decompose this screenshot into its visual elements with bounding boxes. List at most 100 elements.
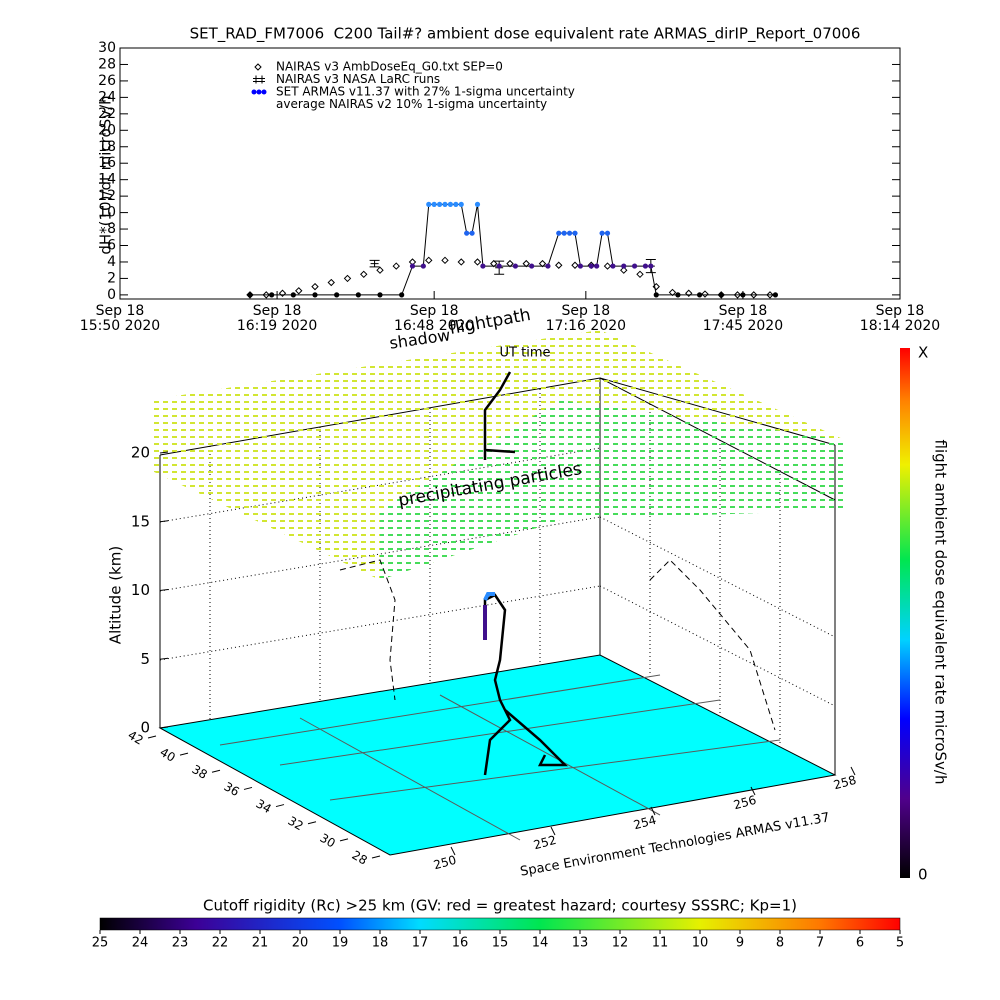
data-point xyxy=(343,274,352,283)
x-tick-label: 256 xyxy=(732,793,758,812)
data-point xyxy=(636,270,644,279)
flight-path xyxy=(483,371,569,776)
data-point xyxy=(474,201,481,207)
data-point xyxy=(425,256,433,265)
data-point xyxy=(545,263,551,269)
x-tick-label: 250 xyxy=(432,853,458,872)
data-point xyxy=(262,291,270,299)
data-point xyxy=(469,230,475,236)
data-point xyxy=(766,291,774,299)
y-tick xyxy=(211,769,221,773)
y-tick-label: 32 xyxy=(286,814,306,834)
data-point xyxy=(278,289,287,297)
data-point xyxy=(653,292,659,298)
y-tick xyxy=(147,735,157,739)
x-tick xyxy=(850,766,856,776)
y-tick-label: 34 xyxy=(254,796,274,816)
colorbar-tick-label: 5 xyxy=(896,936,904,951)
z-tick-label: 5 xyxy=(140,650,150,668)
flight-path xyxy=(483,592,495,601)
data-point xyxy=(740,292,746,298)
x-tick-label: Sep 18 15:50 2020 xyxy=(79,303,161,334)
data-point xyxy=(522,259,530,268)
colorbar-tick-label: 20 xyxy=(292,936,309,951)
y-tick-label: 26 xyxy=(98,73,116,89)
data-point xyxy=(588,263,594,269)
colorbar-tick-label: 15 xyxy=(492,936,509,951)
data-point xyxy=(431,201,437,207)
data-point xyxy=(295,287,303,295)
data-point xyxy=(572,230,578,236)
data-point xyxy=(377,292,383,298)
data-point xyxy=(610,263,616,269)
x-tick-label: Sep 18 16:19 2020 xyxy=(236,303,318,334)
data-point xyxy=(620,266,628,274)
z-tick-label: 10 xyxy=(131,581,150,599)
colorbar-label: flight ambient dose equivalent rate micr… xyxy=(932,440,950,785)
y-tick xyxy=(179,752,189,756)
data-point xyxy=(457,258,465,266)
x-tick-label: Sep 18 16:48 2020 xyxy=(393,303,475,334)
y-tick-label: 8 xyxy=(107,221,116,237)
x-tick-label: 252 xyxy=(532,833,558,852)
data-point xyxy=(409,263,416,269)
data-point xyxy=(642,263,649,269)
colorbar-tick-label: 17 xyxy=(412,936,429,951)
y-tick-label: 28 xyxy=(98,56,116,72)
data-point xyxy=(529,263,535,269)
z-tick xyxy=(159,726,169,729)
data-point xyxy=(490,259,498,268)
z-tick xyxy=(159,520,169,523)
z-tick-label: 20 xyxy=(131,444,150,462)
y-tick-label: 28 xyxy=(350,848,370,868)
z-tick-label: 15 xyxy=(131,512,150,530)
colorbar-tick-label: 25 xyxy=(92,936,109,951)
data-point xyxy=(556,230,562,236)
data-point xyxy=(685,289,693,297)
chart-title: SET_RAD_FM7006 C200 Tail#? ambient dose … xyxy=(190,25,861,44)
data-point xyxy=(311,282,319,291)
legend-marker xyxy=(256,89,262,95)
colorbar-tick-label: 21 xyxy=(252,936,269,951)
legend-marker xyxy=(254,63,262,71)
data-point xyxy=(290,292,296,298)
y-tick-label: 10 xyxy=(98,205,116,221)
y-tick-label: 38 xyxy=(190,762,210,782)
data-point xyxy=(464,230,470,236)
data-point xyxy=(312,292,318,298)
shadow-path xyxy=(339,559,776,731)
z-tick xyxy=(159,451,169,454)
data-point xyxy=(334,292,340,298)
colorbar-end-label: 0 xyxy=(918,866,928,884)
data-point xyxy=(420,263,426,269)
data-point xyxy=(571,261,579,269)
x-tick xyxy=(750,786,756,796)
y-tick-label: 42 xyxy=(126,728,146,748)
data-point xyxy=(561,230,567,236)
colorbar-tick-label: 16 xyxy=(452,936,469,951)
colorbar-tick-label: 7 xyxy=(816,936,824,951)
x-tick xyxy=(450,846,456,856)
data-point xyxy=(750,291,758,299)
data-point xyxy=(480,263,486,269)
data-point xyxy=(447,201,454,207)
data-point xyxy=(269,292,275,298)
colorbar-tick-label: 8 xyxy=(776,936,784,951)
data-point xyxy=(701,290,709,298)
data-point xyxy=(360,270,368,279)
x-tick xyxy=(550,826,556,836)
data-point xyxy=(555,261,563,269)
y-tick-label: 0 xyxy=(107,287,116,303)
colorbar-tick-label: 22 xyxy=(212,936,229,951)
x-tick xyxy=(650,806,656,816)
y-tick xyxy=(243,786,253,790)
x-tick-label: Sep 18 17:45 2020 xyxy=(702,303,784,334)
data-point xyxy=(512,263,519,269)
x-tick-label: Sep 18 17:16 2020 xyxy=(545,303,627,334)
data-point xyxy=(399,292,405,298)
colorbar-tick-label: 11 xyxy=(652,936,669,951)
y-tick-label: 40 xyxy=(158,745,178,765)
colorbar-end-label: X xyxy=(918,344,928,362)
data-point xyxy=(442,201,448,207)
